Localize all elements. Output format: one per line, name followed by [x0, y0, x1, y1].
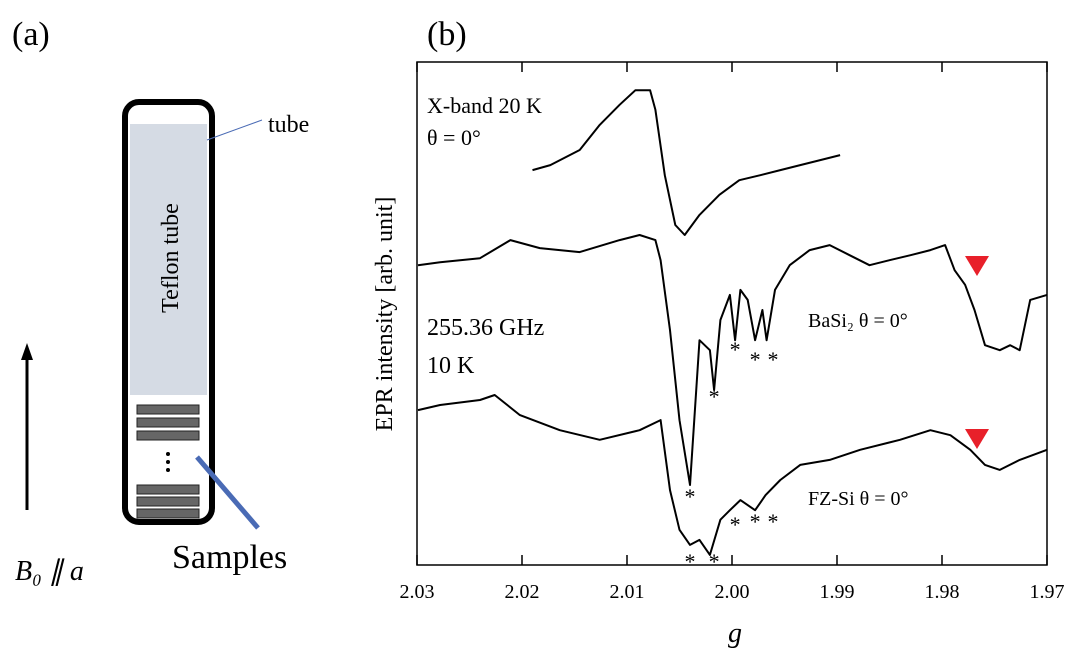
series-label: BaSi₂ θ = 0° — [808, 310, 908, 332]
x-tick-label: 1.97 — [1030, 581, 1065, 603]
arrow-head — [21, 343, 33, 360]
tube-label: tube — [268, 112, 309, 138]
asterisk: * — [750, 347, 761, 372]
teflon-tube — [130, 124, 207, 395]
y-axis-label: EPR intensity [arb. unit] — [372, 197, 398, 432]
x-tick-label: 2.02 — [505, 581, 540, 603]
spectrum — [532, 89, 841, 236]
asterisk: * — [730, 337, 741, 362]
series-label: FZ-Si θ = 0° — [808, 488, 909, 510]
spectrum — [417, 394, 1048, 556]
note: 255.36 GHz — [427, 315, 544, 341]
asterisk: * — [730, 512, 741, 537]
spectrum — [417, 234, 1048, 486]
tube-pointer — [206, 119, 263, 141]
x-tick-label: 2.01 — [610, 581, 645, 603]
asterisk: * — [767, 347, 778, 372]
tube — [122, 99, 215, 525]
panel-label: (a) — [12, 16, 50, 53]
x-axis-label: g — [728, 618, 742, 649]
samples-pointer — [195, 455, 260, 530]
asterisk: * — [685, 549, 696, 574]
samples-label: Samples — [172, 539, 287, 576]
asterisk: * — [767, 509, 778, 534]
asterisk: * — [685, 484, 696, 509]
x-tick-label: 2.03 — [400, 581, 435, 603]
samples — [136, 404, 200, 519]
dots — [166, 452, 170, 472]
x-tick-label: 1.99 — [820, 581, 855, 603]
marker-triangle — [965, 256, 989, 276]
panel-label: (b) — [427, 16, 467, 53]
marker-triangle — [965, 429, 989, 449]
x-tick-label: 2.00 — [715, 581, 750, 603]
series-label: X-band 20 K — [427, 93, 542, 118]
note: θ = 0° — [427, 125, 481, 150]
asterisk: * — [750, 509, 761, 534]
asterisk: * — [709, 549, 720, 574]
note: 10 K — [427, 353, 475, 379]
field-label: B₀ ∥ a — [15, 556, 84, 587]
teflon-label: Teflon tube — [158, 203, 184, 313]
asterisk: * — [709, 384, 720, 409]
x-tick-label: 1.98 — [925, 581, 960, 603]
